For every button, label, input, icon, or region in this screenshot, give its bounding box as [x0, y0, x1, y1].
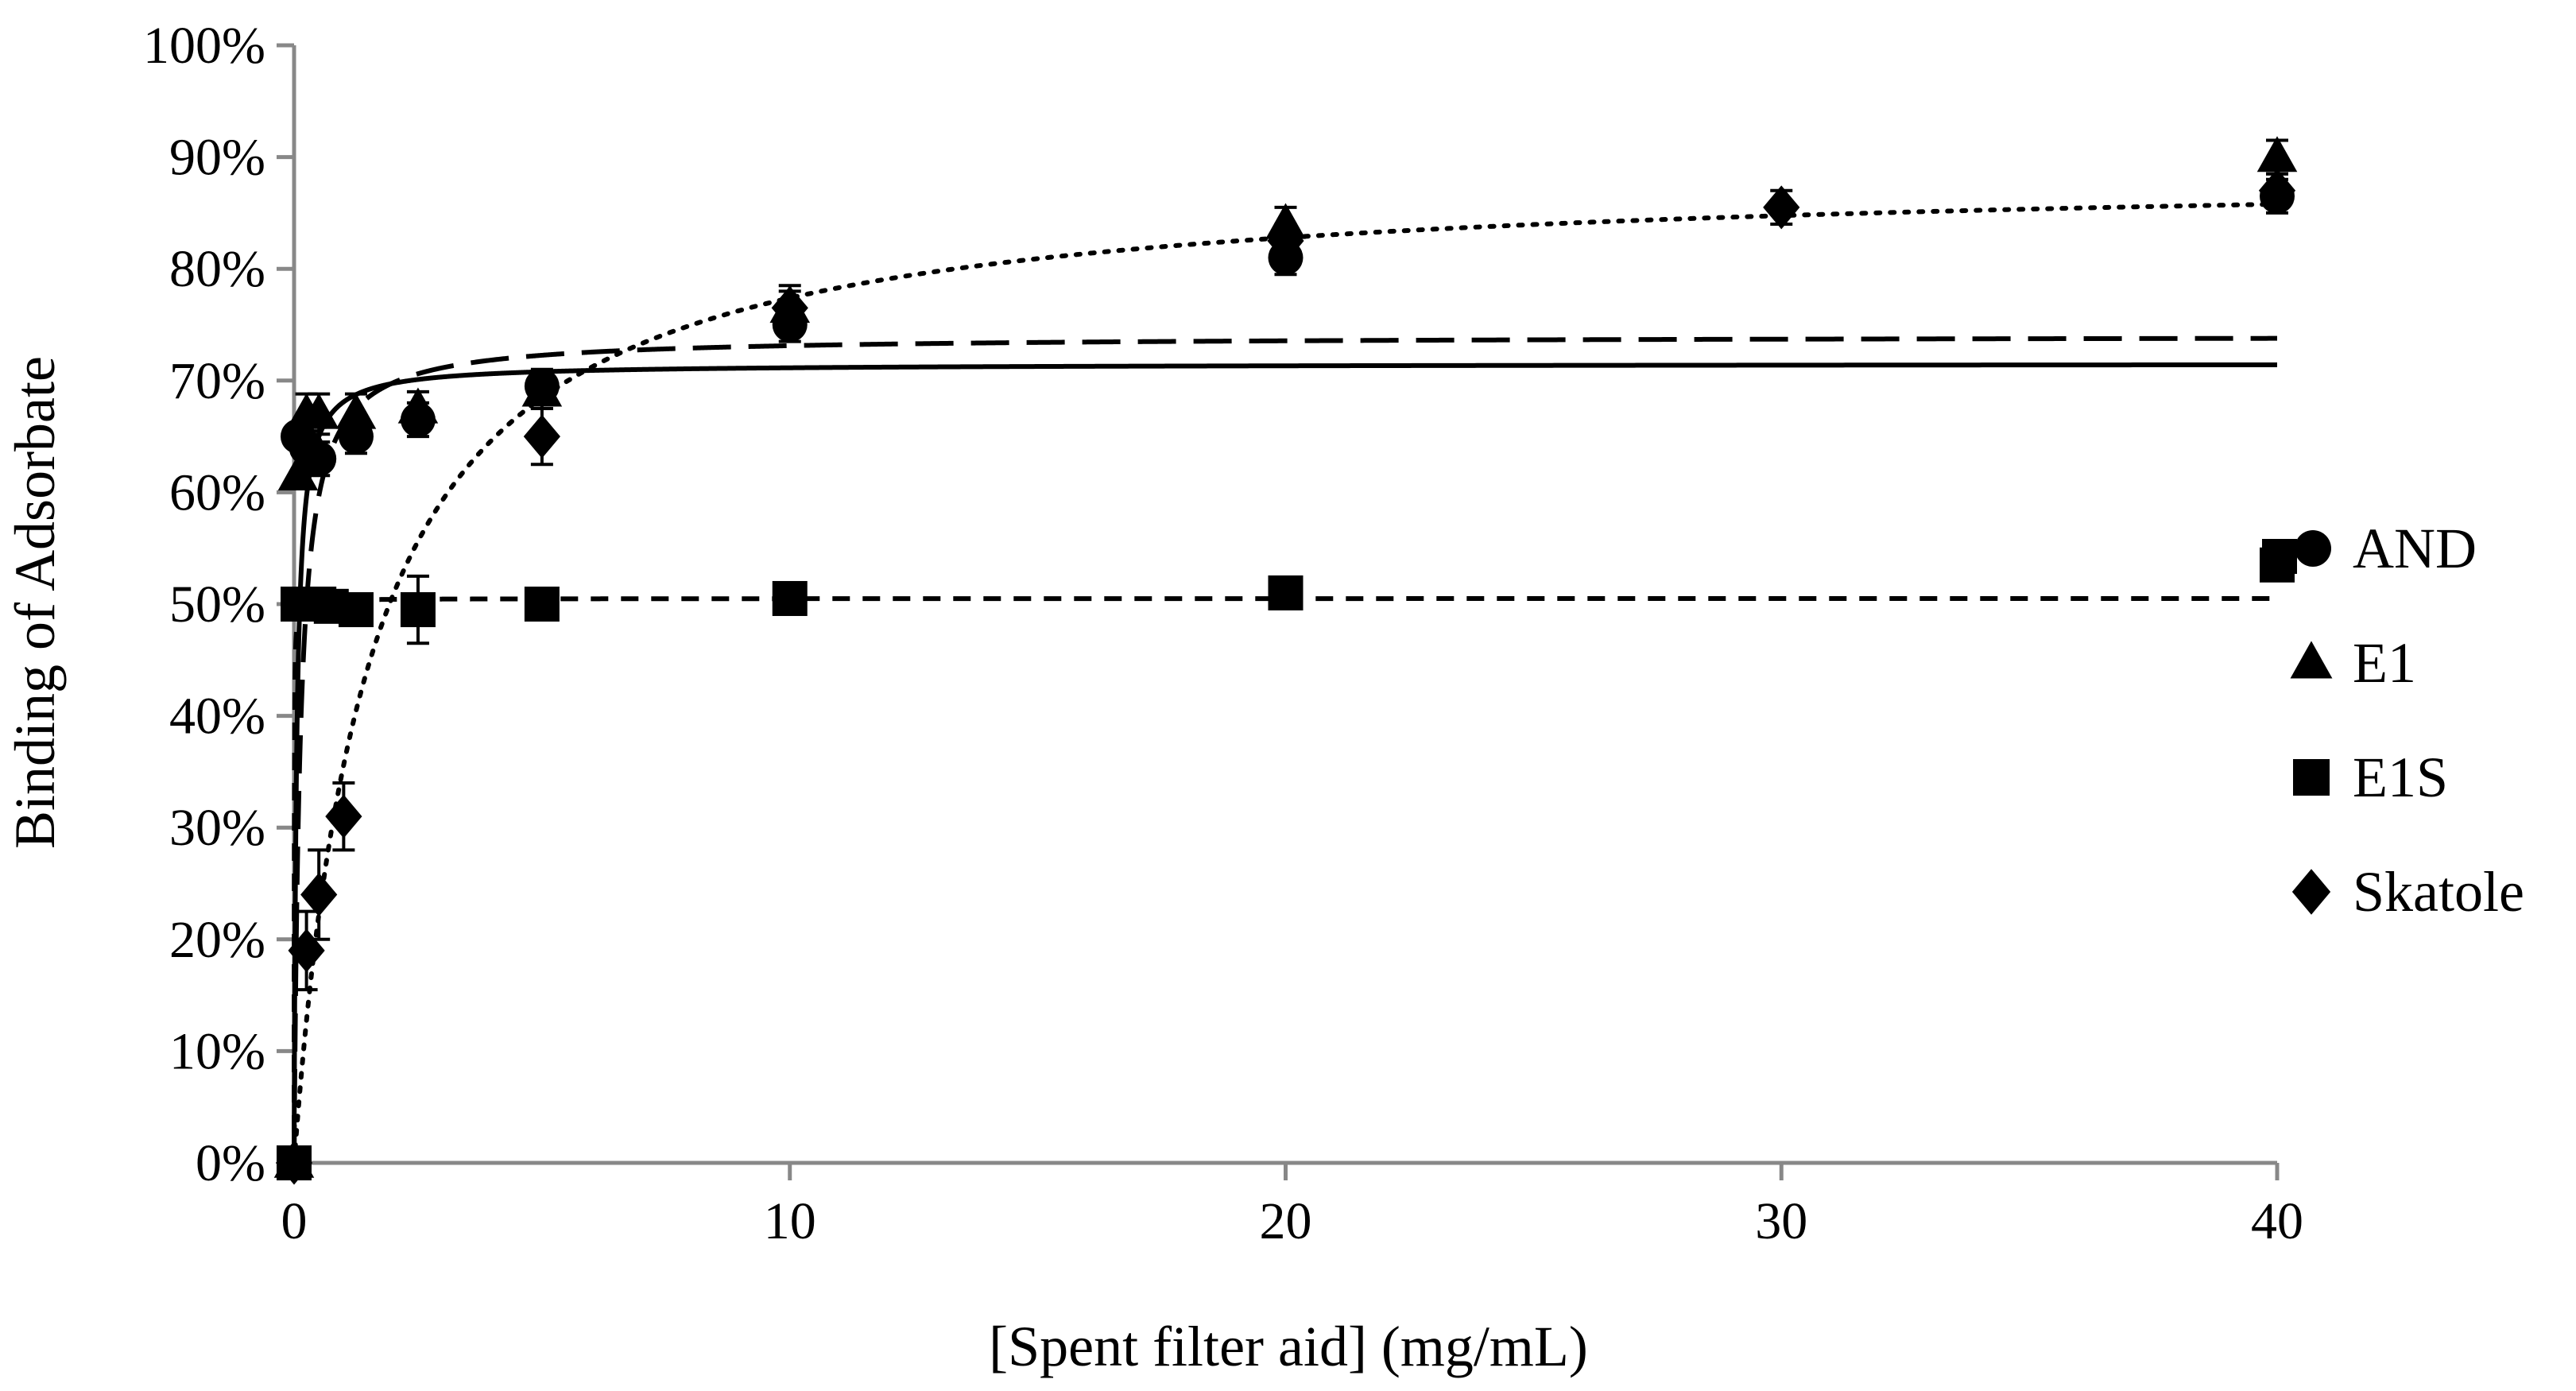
fit-line-e1 — [292, 335, 2278, 1163]
fit-line-and — [292, 362, 2277, 1163]
series-skatole — [275, 169, 2296, 1185]
legend-item-e1: E1 — [2290, 631, 2416, 695]
y-tick-label: 0% — [196, 1134, 265, 1192]
legend-label-e1: E1 — [2353, 631, 2416, 695]
series-e1s — [277, 547, 2295, 1180]
legend-marker-e1s — [2293, 759, 2330, 796]
y-tick-label: 100% — [143, 17, 265, 75]
fit-line-skatole — [292, 201, 2280, 1165]
data-points — [273, 136, 2298, 1185]
y-tick-label: 90% — [169, 129, 265, 187]
legend: AND E1 E1S Skatole — [2262, 517, 2524, 924]
legend-symbol-and — [2295, 530, 2331, 567]
legend-label-skatole: Skatole — [2353, 860, 2524, 924]
data-point-e1s — [772, 580, 808, 616]
data-point-e1 — [277, 454, 319, 491]
data-point-e1 — [298, 393, 339, 429]
y-axis-title: Binding of Adsorbate — [3, 356, 67, 849]
series-and — [277, 177, 2295, 1180]
legend-label-e1s: E1S — [2353, 746, 2448, 809]
data-point-skatole — [275, 1141, 313, 1185]
y-tick-label: 20% — [169, 911, 265, 969]
legend-item-and: AND — [2262, 517, 2477, 580]
x-tick-label: 0 — [281, 1192, 308, 1250]
x-tick-label: 40 — [2251, 1192, 2303, 1250]
data-point-e1s — [524, 587, 560, 622]
axes — [277, 43, 2280, 1180]
legend-symbol-e1s — [2293, 759, 2330, 796]
x-axis-title: [Spent filter aid] (mg/mL) — [989, 1315, 1588, 1378]
data-point-e1s — [1268, 575, 1303, 610]
data-point-e1 — [521, 370, 563, 407]
legend-label-and: AND — [2353, 517, 2477, 580]
data-point-and — [301, 441, 337, 477]
data-point-skatole — [325, 794, 362, 839]
series-e1 — [273, 136, 2298, 1178]
legend-marker-skatole — [2291, 869, 2331, 915]
y-tick-label: 80% — [169, 240, 265, 298]
data-point-skatole — [523, 414, 560, 459]
y-tick-label: 40% — [169, 688, 265, 746]
y-tick-label: 50% — [169, 575, 265, 634]
data-point-skatole — [2258, 169, 2296, 213]
data-point-e1s — [338, 592, 374, 628]
data-point-skatole — [771, 285, 808, 330]
data-point-e1 — [335, 393, 377, 429]
y-tick-label: 60% — [169, 463, 265, 521]
legend-item-e1s: E1S — [2293, 746, 2448, 809]
legend-symbol-and-square — [2262, 539, 2297, 574]
data-point-skatole — [1763, 185, 1800, 230]
y-tick-label: 30% — [169, 799, 265, 857]
y-tick-label: 70% — [169, 352, 265, 410]
data-point-skatole — [300, 873, 338, 917]
y-tick-label: 10% — [169, 1022, 265, 1080]
data-point-e1 — [2256, 136, 2298, 172]
legend-symbol-e1 — [2290, 641, 2333, 679]
data-point-e1s — [400, 592, 436, 628]
x-tick-label: 30 — [1755, 1192, 1807, 1250]
tick-labels: 0% 10% 20% 30% 40% 50% 60% 70% 80% 90% 100% 0 10 20 30… — [143, 17, 2303, 1250]
data-point-skatole — [1267, 219, 1304, 263]
x-tick-label: 10 — [764, 1192, 816, 1250]
fit-line-e1s — [292, 596, 2277, 1163]
x-tick-label: 20 — [1260, 1192, 1312, 1250]
legend-item-skatole: Skatole — [2291, 860, 2524, 924]
fit-curves — [292, 201, 2280, 1165]
data-point-e1 — [397, 387, 439, 424]
legend-marker-and — [2262, 530, 2331, 574]
legend-symbol-skatole — [2291, 869, 2331, 915]
legend-marker-e1 — [2290, 641, 2333, 679]
